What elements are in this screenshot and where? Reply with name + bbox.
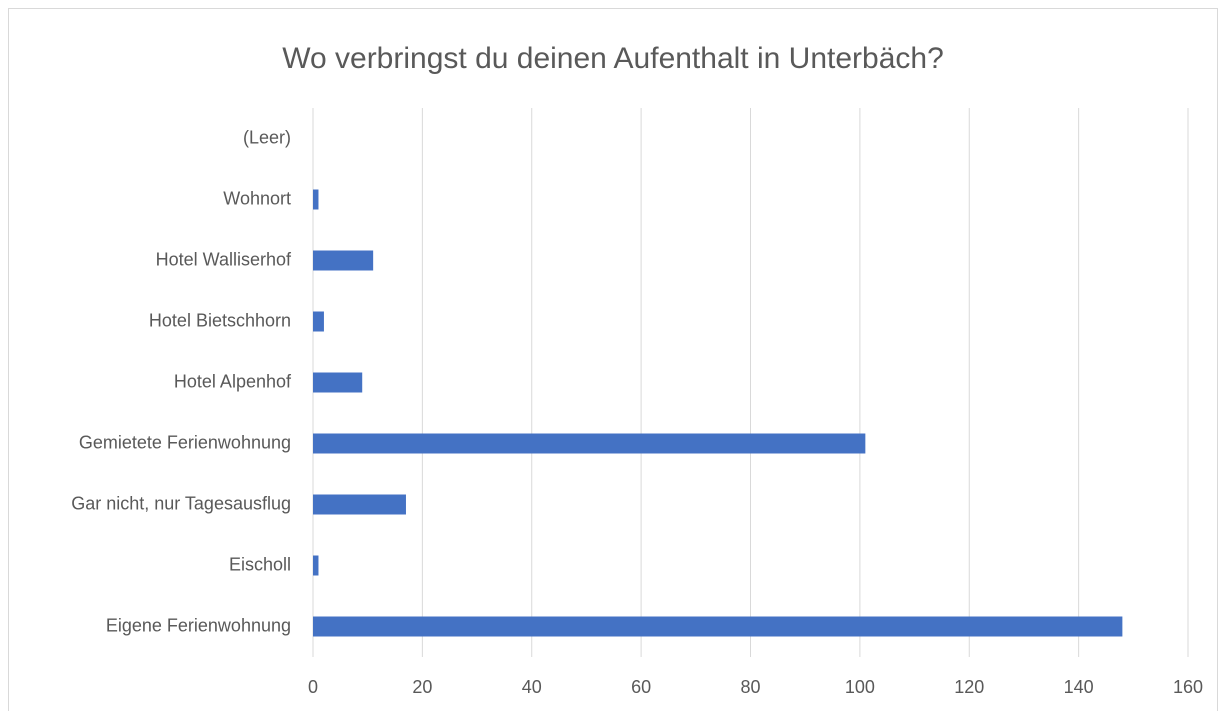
x-tick-label: 60 [631, 677, 651, 697]
y-tick-label: Wohnort [223, 188, 291, 208]
bar [313, 189, 319, 210]
x-tick-label: 20 [412, 677, 432, 697]
x-tick-label: 140 [1064, 677, 1094, 697]
x-tick-label: 80 [740, 677, 760, 697]
y-tick-label: Eischoll [229, 554, 291, 574]
bar [313, 311, 324, 332]
y-tick-label: Hotel Alpenhof [174, 371, 292, 391]
y-tick-label: Gar nicht, nur Tagesausflug [71, 493, 291, 513]
chart-title: Wo verbringst du deinen Aufenthalt in Un… [282, 42, 944, 75]
y-tick-label: Eigene Ferienwohnung [106, 615, 291, 635]
y-tick-label: Gemietete Ferienwohnung [79, 432, 291, 452]
chart-border [8, 8, 1218, 711]
x-tick-label: 120 [954, 677, 984, 697]
bar [313, 433, 866, 454]
bar [313, 616, 1123, 637]
bar [313, 250, 374, 271]
y-tick-label: Hotel Walliserhof [156, 249, 292, 269]
x-tick-label: 0 [308, 677, 318, 697]
x-tick-label: 160 [1173, 677, 1203, 697]
y-tick-label: Hotel Bietschhorn [149, 310, 291, 330]
x-tick-label: 100 [845, 677, 875, 697]
bar [313, 555, 319, 576]
y-tick-label: (Leer) [243, 127, 291, 147]
x-tick-label: 40 [522, 677, 542, 697]
bar [313, 372, 363, 393]
bar [313, 494, 406, 515]
